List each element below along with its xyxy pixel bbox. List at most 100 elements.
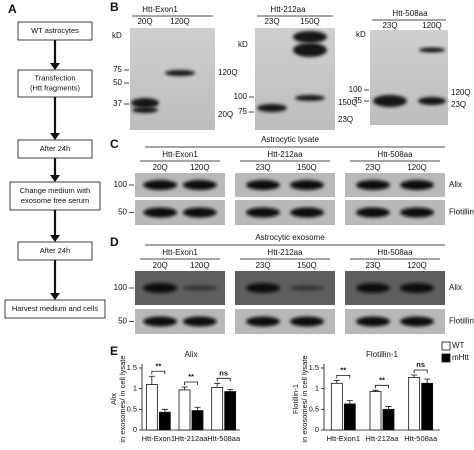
bar <box>343 403 356 431</box>
y-axis-label: in exosomes/ in cell lysate <box>118 355 127 442</box>
blot-image <box>370 30 448 125</box>
chart-title: Alix <box>185 350 198 359</box>
marker-label: 75 <box>353 96 362 105</box>
y-axis-label: in exosomes/ in cell lysate <box>300 355 309 442</box>
bar <box>158 411 171 431</box>
legend-label: WT <box>452 341 465 350</box>
arrow-head <box>50 63 60 70</box>
significance-label: ** <box>155 361 161 370</box>
significance-bracket <box>413 369 428 374</box>
marker-label: 100 <box>114 283 128 292</box>
significance-label: ** <box>379 375 385 384</box>
y-tick-label: 0 <box>133 425 137 434</box>
y-tick-label: 1 <box>315 384 319 393</box>
band <box>246 207 280 218</box>
group-title: Htt-508aa <box>377 150 413 159</box>
significance-label: ** <box>188 372 194 381</box>
lane-label: 20Q <box>153 163 168 172</box>
band <box>400 316 434 327</box>
band <box>182 207 217 218</box>
x-tick-label: Htt-Exon1 <box>142 434 175 443</box>
lane-label: 23Q <box>255 261 270 270</box>
flow-text: Harvest medium and cells <box>12 304 99 313</box>
panel-label: C <box>110 137 119 151</box>
bar <box>421 382 434 431</box>
error-bar <box>181 386 188 390</box>
significance-bracket <box>216 377 231 382</box>
chart-title: Flotillin-1 <box>366 350 399 359</box>
kd-label: kD <box>356 30 366 39</box>
error-bar <box>411 374 418 378</box>
lane-label: 23Q <box>365 261 380 270</box>
y-tick-label: 1.5 <box>127 363 137 372</box>
lane-label: 120Q <box>422 21 442 30</box>
row-label: Flotillin-1 <box>449 208 474 217</box>
marker-label: 75 <box>113 65 122 74</box>
band <box>400 180 434 190</box>
band <box>131 98 159 108</box>
blot-title: Htt-508aa <box>392 9 428 18</box>
marker-label: 100 <box>234 92 248 101</box>
error-bar <box>385 406 392 410</box>
panel-label: E <box>110 344 118 358</box>
flow-text: After 24h <box>40 144 70 153</box>
blot-image <box>130 28 215 130</box>
group-title: Htt-Exon1 <box>162 248 198 257</box>
band <box>373 95 407 107</box>
band-label: 150Q <box>338 98 358 107</box>
marker-label: 37 <box>113 99 122 108</box>
band <box>246 180 280 190</box>
arrow-head <box>50 133 60 140</box>
legend-swatch <box>441 341 451 351</box>
error-bar <box>194 406 201 411</box>
y-tick-label: 0.5 <box>309 404 319 413</box>
flow-text: (Htt fragments) <box>30 83 81 92</box>
group-title: Htt-212aa <box>267 150 303 159</box>
arrow-head <box>50 175 60 182</box>
panel-label: A <box>8 2 17 16</box>
bar <box>224 391 237 431</box>
heading: Astrocytic lysate <box>261 135 319 144</box>
band <box>257 104 287 112</box>
x-tick-label: Htt-508aa <box>207 434 241 443</box>
error-bar <box>424 378 431 384</box>
blot-title: Htt-Exon1 <box>142 5 178 14</box>
x-tick-label: Htt-212aa <box>175 434 209 443</box>
flow-text: Change medium with <box>20 186 90 195</box>
band-label: 23Q <box>338 115 353 124</box>
bar <box>408 377 421 431</box>
lane-label: 120Q <box>190 163 210 172</box>
row-label: Flotillin-1 <box>449 317 474 326</box>
band <box>356 207 390 218</box>
band-label: 120Q <box>218 68 238 77</box>
significance-label: ns <box>219 368 228 377</box>
flow-text: WT astrocytes <box>31 26 79 35</box>
band <box>419 47 445 53</box>
band <box>293 31 327 43</box>
bar <box>382 408 395 431</box>
group-title: Htt-212aa <box>267 248 303 257</box>
group-title: Htt-Exon1 <box>162 150 198 159</box>
y-tick-label: 0.5 <box>127 404 137 413</box>
lane-label: 120Q <box>407 163 427 172</box>
lane-label: 150Q <box>297 261 317 270</box>
band-label: 20Q <box>218 110 233 119</box>
bar <box>178 389 191 431</box>
flow-text: After 24h <box>40 246 70 255</box>
band <box>165 70 195 76</box>
panel-label: D <box>110 235 119 249</box>
lane-label: 20Q <box>137 17 152 26</box>
band <box>290 207 324 218</box>
band <box>400 207 434 218</box>
band <box>356 283 390 293</box>
group-title: Htt-508aa <box>377 248 413 257</box>
blot-title: Htt-212aa <box>270 5 306 14</box>
row-label: Alix <box>449 180 462 189</box>
y-tick-label: 1.5 <box>309 363 319 372</box>
lane-label: 23Q <box>264 17 279 26</box>
marker-label: 50 <box>113 78 122 87</box>
lane-label: 120Q <box>407 261 427 270</box>
band <box>182 316 217 327</box>
lane-label: 23Q <box>255 163 270 172</box>
marker-label: 100 <box>349 85 363 94</box>
